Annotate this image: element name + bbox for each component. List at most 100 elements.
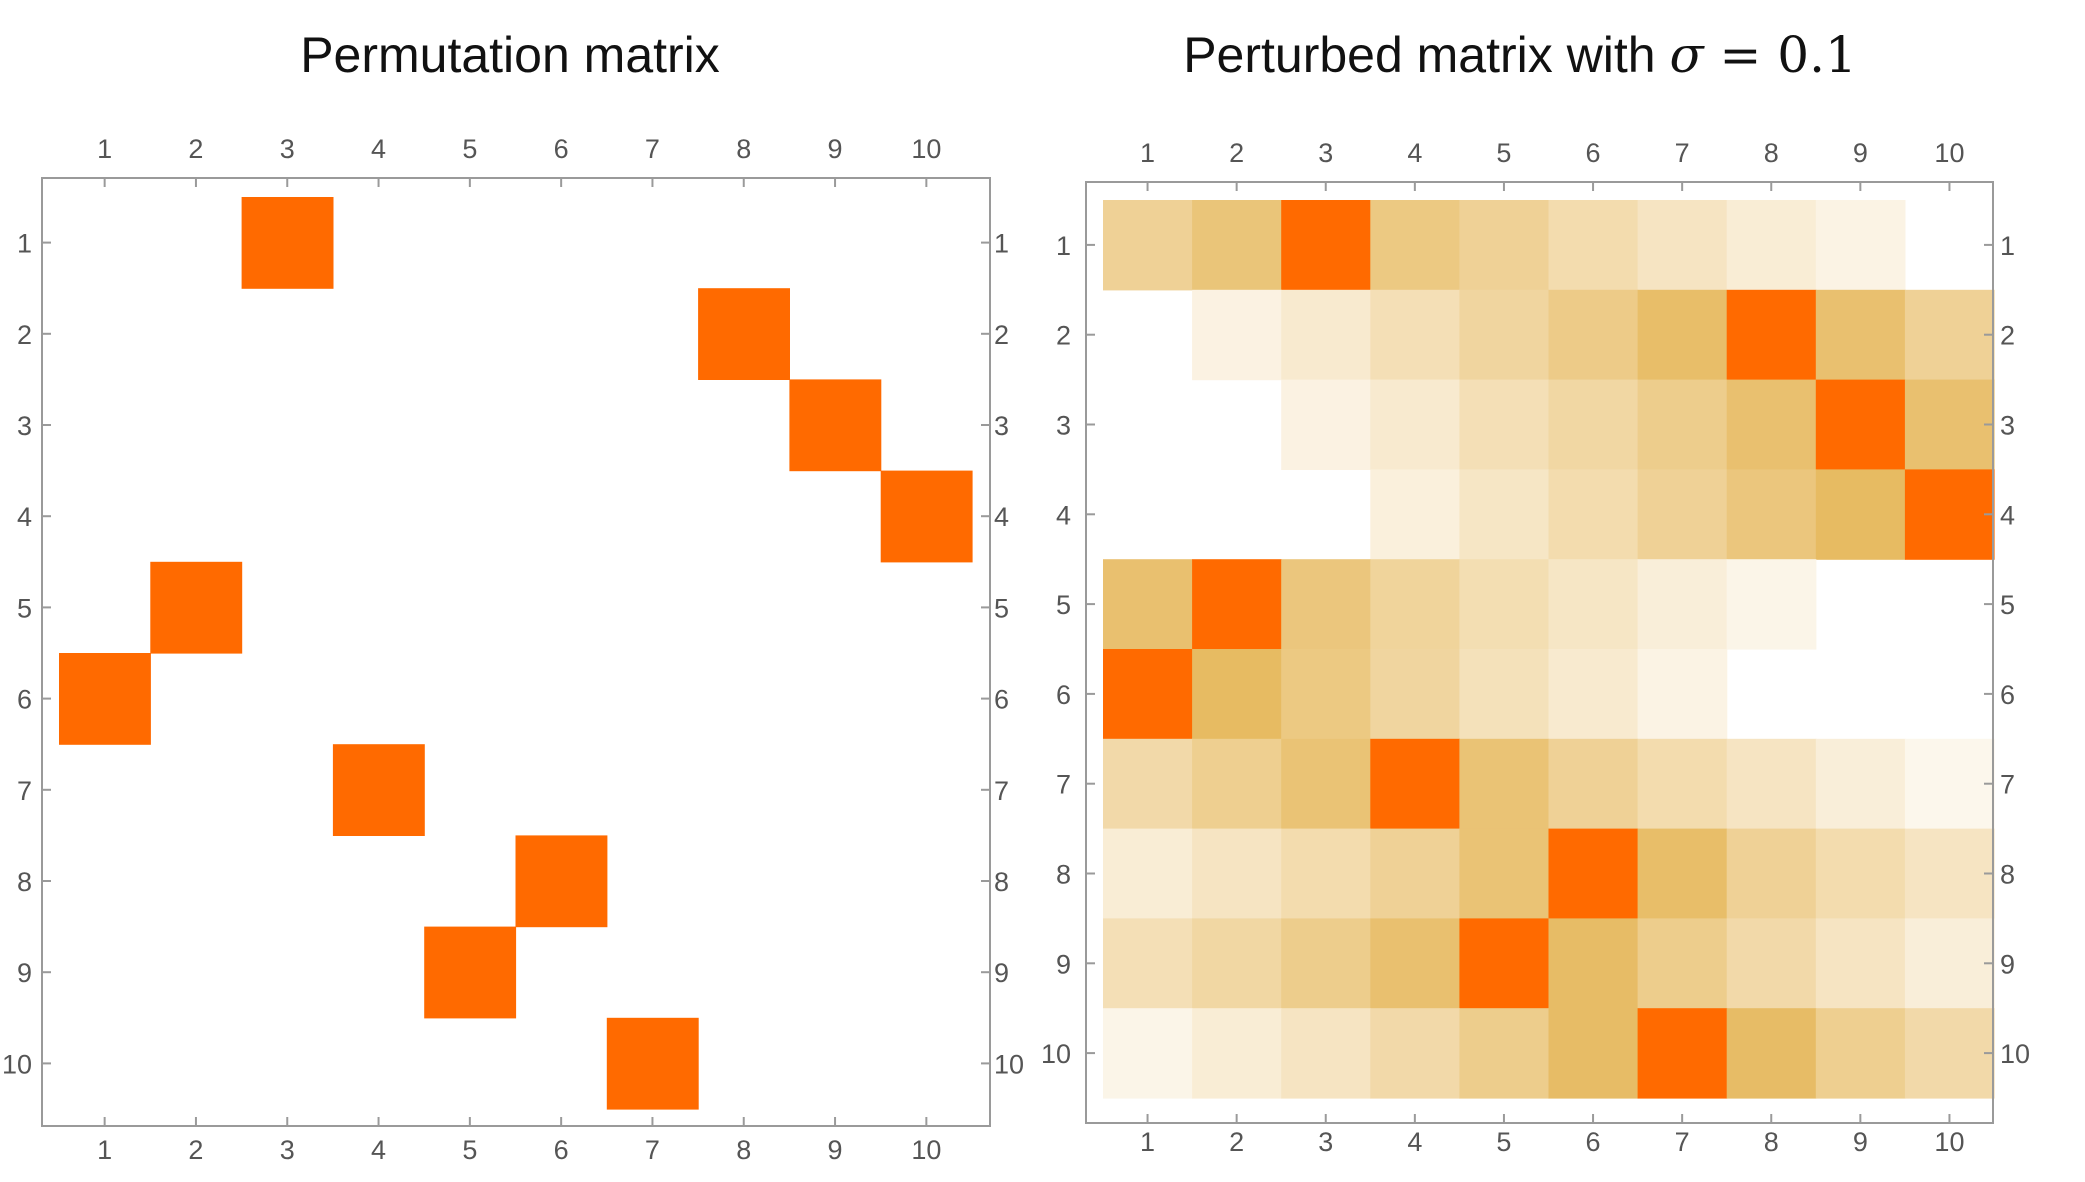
cell-r9-c5 [424, 926, 517, 1019]
cell-r7-c8 [1726, 738, 1817, 830]
top-col-label-3: 3 [1318, 138, 1333, 168]
cell-r7-c9 [1815, 738, 1906, 830]
plot-frame [1085, 181, 1994, 1124]
top-col-label-4: 4 [371, 134, 386, 164]
top-col-label-2: 2 [188, 134, 203, 164]
cell-r3-c7 [1637, 379, 1728, 470]
cell-r2-c6 [1548, 289, 1639, 381]
cell-r2-c4 [1370, 289, 1460, 381]
cell-r9-c3 [1281, 918, 1371, 1009]
cell-r6-c7 [1637, 649, 1728, 740]
cell-r4-c4 [1370, 469, 1460, 560]
cell-r10-c8 [1726, 1008, 1817, 1099]
bottom-col-label-3: 3 [1318, 1127, 1333, 1157]
right-row-label-10: 10 [994, 1049, 1024, 1079]
cell-r6-c4 [1370, 649, 1460, 740]
left-row-label-1: 1 [17, 229, 32, 259]
right-row-label-9: 9 [994, 958, 1009, 988]
bottom-col-label-10: 10 [911, 1135, 941, 1165]
cell-r10-c2 [1192, 1008, 1282, 1099]
right-row-label-8: 8 [994, 867, 1009, 897]
right-row-label-4: 4 [2000, 500, 2015, 530]
bottom-col-label-6: 6 [554, 1135, 569, 1165]
cell-r6-c2 [1192, 649, 1282, 740]
cell-r3-c3 [1281, 379, 1371, 470]
cell-r8-c4 [1370, 828, 1460, 919]
bottom-col-label-4: 4 [1407, 1127, 1422, 1157]
cell-r6-c1 [59, 653, 151, 745]
top-col-label-6: 6 [1586, 138, 1601, 168]
cell-r10-c10 [1904, 1008, 1995, 1099]
top-col-label-10: 10 [1934, 138, 1964, 168]
cell-r5-c7 [1637, 559, 1728, 650]
left-row-label-3: 3 [17, 411, 32, 441]
cell-r1-c2 [1192, 200, 1282, 291]
bottom-col-label-3: 3 [280, 1135, 295, 1165]
left-row-label-8: 8 [17, 867, 32, 897]
cell-r9-c5 [1459, 918, 1550, 1009]
top-col-label-9: 9 [828, 134, 843, 164]
bottom-col-label-9: 9 [1853, 1127, 1868, 1157]
cell-r9-c9 [1815, 918, 1906, 1009]
top-col-label-6: 6 [554, 134, 569, 164]
cell-r8-c10 [1904, 828, 1995, 919]
cell-r3-c9 [789, 379, 882, 472]
cell-r10-c5 [1459, 1008, 1550, 1099]
bottom-col-label-2: 2 [188, 1135, 203, 1165]
right-row-label-1: 1 [2000, 231, 2015, 261]
cell-r8-c9 [1815, 828, 1906, 919]
cell-r7-c6 [1548, 738, 1639, 830]
cell-r9-c6 [1548, 918, 1639, 1009]
right-row-label-5: 5 [2000, 590, 2015, 620]
cell-r3-c9 [1815, 379, 1906, 470]
cell-r2-c10 [1904, 289, 1995, 381]
sigma-symbol: σ [1669, 26, 1705, 84]
right-row-label-3: 3 [2000, 411, 2015, 441]
cell-r1-c1 [1103, 200, 1193, 291]
bottom-col-label-8: 8 [1764, 1127, 1779, 1157]
right-row-label-4: 4 [994, 502, 1009, 532]
cell-r4-c6 [1548, 469, 1639, 560]
right-row-label-8: 8 [2000, 860, 2015, 890]
left-row-label-9: 9 [17, 958, 32, 988]
right-row-label-7: 7 [2000, 770, 2015, 800]
right-row-label-3: 3 [994, 411, 1009, 441]
cell-r1-c8 [1726, 200, 1817, 291]
left-row-label-5: 5 [1056, 590, 1071, 620]
cell-r8-c5 [1459, 828, 1550, 919]
cell-r5-c4 [1370, 559, 1460, 650]
top-col-label-1: 1 [97, 134, 112, 164]
perturbed-matrix-title: Perturbed matrix with σ = 0.1 [1183, 26, 1857, 84]
cell-r5-c2 [1192, 559, 1282, 650]
left-row-label-4: 4 [17, 502, 32, 532]
cell-r1-c3 [241, 197, 334, 289]
cell-r8-c7 [1637, 828, 1728, 919]
cell-r1-c3 [1281, 200, 1371, 291]
perturbed-matrix-panel: Perturbed matrix with σ = 0.1 1 1 2 2 3 3 4 4 5 5… [1041, 26, 2030, 1157]
cell-r4-c7 [1637, 469, 1728, 560]
top-col-label-10: 10 [911, 134, 941, 164]
cell-r7-c7 [1637, 738, 1728, 830]
cell-r2-c3 [1281, 289, 1371, 381]
cell-r2-c7 [1637, 289, 1728, 381]
cell-r10-c3 [1281, 1008, 1371, 1099]
cell-r4-c9 [1815, 469, 1906, 560]
cell-r9-c8 [1726, 918, 1817, 1009]
right-row-label-5: 5 [994, 593, 1009, 623]
cell-r7-c2 [1192, 738, 1282, 830]
bottom-col-label-7: 7 [1675, 1127, 1690, 1157]
right-row-label-1: 1 [994, 229, 1009, 259]
cell-r6-c3 [1281, 649, 1371, 740]
cell-r7-c10 [1904, 738, 1995, 830]
cell-r5-c1 [1103, 559, 1193, 650]
permutation-matrix-title: Permutation matrix [300, 27, 720, 83]
left-row-label-10: 10 [2, 1049, 32, 1079]
bottom-col-label-10: 10 [1934, 1127, 1964, 1157]
cell-r10-c9 [1815, 1008, 1906, 1099]
bottom-col-label-1: 1 [97, 1135, 112, 1165]
cell-r3-c5 [1459, 379, 1550, 470]
cell-r8-c6 [1548, 828, 1639, 919]
cell-r9-c1 [1103, 918, 1193, 1009]
bottom-col-label-4: 4 [371, 1135, 386, 1165]
cell-r3-c8 [1726, 379, 1817, 470]
